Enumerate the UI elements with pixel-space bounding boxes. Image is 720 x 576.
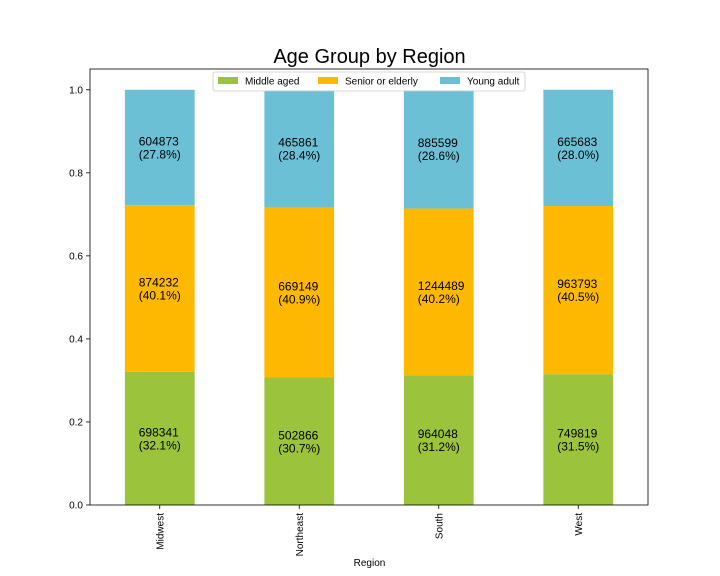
bar-segment [543,206,614,375]
axes-frame [89,68,649,506]
bar-data-label: 749819 (31.5%) [557,427,599,454]
legend-box [212,71,526,92]
plot-area: 698341 (32.1%) 874232 (40.1%) 604873 (27.8%) M… [69,68,649,557]
bar-data-label: 665683 (28.0%) [557,135,599,162]
bar-data-label: 698341 (32.1%) [139,425,181,452]
bar-segment [264,207,335,378]
bar-data-label: 963793 (40.5%) [557,277,599,304]
bar-data-label: 465861 (28.4%) [278,136,320,163]
x-tick-label: West [574,513,585,536]
x-tick-label: Midwest [155,513,166,550]
y-tick-label: 0.6 [69,251,83,262]
y-tick-label: 0.8 [69,168,83,179]
legend-swatch [318,77,338,84]
bar-segment [264,377,335,505]
x-tick-label: South [434,513,445,539]
bar-segment [264,89,335,208]
chart-title: Age Group by Region [273,46,465,68]
y-tick-label: 1.0 [69,85,83,96]
bar-data-label: 964048 (31.2%) [418,427,460,454]
bar-data-label: 502866 (30.7%) [278,428,320,455]
x-tick-label: Northeast [295,513,306,557]
y-tick-label: 0.4 [69,334,83,345]
legend-label: Middle aged [245,77,299,88]
y-tick-label: 0.2 [69,417,83,428]
legend-swatch [440,77,460,84]
bar-segment [543,89,614,207]
bar-data-label: 885599 (28.6%) [418,136,460,163]
bar-data-label: 669149 (40.9%) [278,280,320,307]
bar-segment [124,371,195,505]
y-tick-label: 0.0 [69,501,83,512]
bar-segment [543,374,614,505]
bar-data-label: 1244489 (40.2%) [418,279,465,306]
bar-segment [403,375,474,505]
bar-data-label: 604873 (27.8%) [139,134,181,161]
legend-swatch [218,77,238,84]
legend-label: Young adult [467,77,520,88]
legend: Middle aged Senior or elderly Young adult [212,71,526,92]
bar-segment [124,89,195,206]
bar-segment [403,89,474,209]
bar-segment [403,208,474,376]
bar-data-label: 874232 (40.1%) [139,275,181,302]
x-axis-label: Region [354,558,386,569]
bar-segment [124,205,195,372]
legend-label: Senior or elderly [345,77,418,88]
